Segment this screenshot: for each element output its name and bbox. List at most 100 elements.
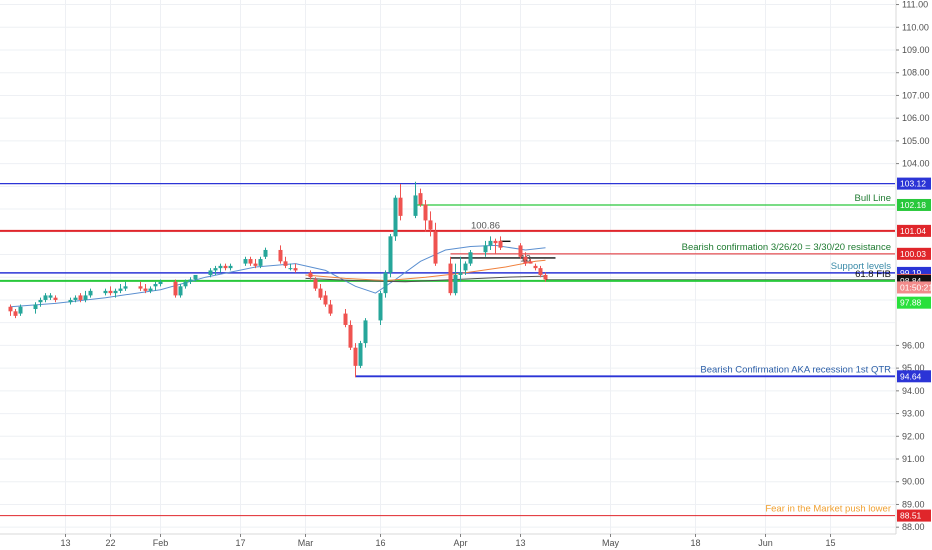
candle-body [228, 265, 233, 269]
candle-body [358, 343, 363, 366]
candle-body [453, 274, 458, 294]
price-axis-label: 109.00 [902, 45, 930, 55]
candle-body [73, 297, 78, 300]
time-axis-label: Jun [758, 538, 773, 548]
candle-body [278, 249, 283, 262]
candle-body [248, 259, 253, 264]
candle-body [83, 295, 88, 300]
candle-body [178, 286, 183, 296]
price-tag [897, 509, 931, 522]
candle-body [243, 259, 248, 264]
candle-body [108, 290, 113, 294]
time-axis-label: 18 [690, 538, 700, 548]
price-tag-label: 101.04 [900, 226, 926, 236]
candle-body [488, 240, 493, 246]
candle-body [418, 193, 423, 205]
time-axis: 13 22 Feb 17 Mar 16 Apr 13 May 18 Jun 15 [60, 534, 836, 548]
candle-body [383, 272, 388, 294]
candle-body [193, 274, 198, 280]
candle-body [8, 306, 13, 312]
candle-body [493, 240, 498, 244]
time-axis-label: Feb [153, 538, 169, 548]
candle-body [528, 261, 533, 264]
level-label: Bearish confirmation 3/26/20 = 3/30/20 r… [682, 242, 891, 253]
candle-body [413, 195, 418, 216]
candle-body [283, 261, 288, 266]
candle-body [143, 288, 148, 291]
candle-body [498, 240, 503, 248]
moving-average-line [305, 275, 546, 283]
candles [8, 181, 548, 378]
candle-body [208, 270, 213, 275]
candle-body [188, 279, 193, 282]
price-tag [897, 224, 931, 237]
candle-body [88, 290, 93, 296]
horizontal-levels [0, 183, 895, 517]
candle-body [433, 231, 438, 264]
level-label: Bearish Confirmation AKA recession 1st Q… [700, 364, 891, 375]
price-axis-label: 92.00 [902, 431, 925, 441]
price-tag-label: 01:50:21 [900, 282, 932, 292]
price-annotation: 13 [520, 253, 531, 264]
price-axis-label: 96.00 [902, 340, 925, 350]
candle-body [293, 268, 298, 271]
candle-body [38, 299, 43, 303]
price-tag-label: 103.12 [900, 179, 926, 189]
candle-body [43, 295, 48, 300]
candle-body [378, 293, 383, 321]
price-tag-label: 88.51 [900, 511, 922, 521]
level-label: Support levels [831, 261, 891, 272]
price-tag [897, 370, 931, 383]
level-label: 61.8 FIB [855, 269, 891, 280]
price-axis-label: 89.00 [902, 499, 925, 509]
price-axis-label: 88.00 [902, 522, 925, 532]
price-axis-label: 106.00 [902, 113, 930, 123]
candle-body [138, 286, 143, 289]
time-axis-label: May [602, 538, 620, 548]
price-axis-label: 91.00 [902, 454, 925, 464]
candle-body [458, 272, 463, 275]
candle-body [463, 263, 468, 271]
price-tag [897, 281, 931, 294]
candle-body [428, 220, 433, 230]
candle-body [328, 304, 333, 314]
price-axis-label: 95.00 [902, 363, 925, 373]
price-axis-label: 105.00 [902, 136, 930, 146]
candle-body [18, 306, 23, 314]
price-tag [897, 296, 931, 309]
candle-body [388, 236, 393, 273]
candle-body [468, 252, 473, 264]
candle-body [288, 268, 293, 270]
level-label: Fear in the Market push lower [765, 504, 891, 515]
candle-body [363, 320, 368, 344]
time-axis-label: 13 [515, 538, 525, 548]
candle-body [263, 249, 268, 257]
candle-body [223, 265, 228, 269]
price-tag-label: 102.18 [900, 200, 926, 210]
price-axis-label: 94.00 [902, 386, 925, 396]
candle-body [153, 284, 158, 287]
candle-body [448, 263, 453, 294]
price-tag-label: 98.84 [900, 276, 922, 286]
price-tag [897, 247, 931, 260]
candle-body [158, 281, 163, 285]
candle-body [123, 286, 128, 289]
candle-body [183, 281, 188, 287]
price-axis-label: 93.00 [902, 409, 925, 419]
time-axis-label: 13 [60, 538, 70, 548]
candle-body [68, 299, 73, 303]
price-tag [897, 177, 931, 190]
candle-body [258, 259, 263, 266]
candle-body [33, 304, 38, 310]
price-tag-label: 99.19 [900, 268, 922, 278]
time-axis-label: 17 [235, 538, 245, 548]
candle-body [518, 245, 523, 257]
candle-body [118, 288, 123, 291]
candle-body [13, 311, 18, 316]
candle-body [398, 197, 403, 216]
price-tag [897, 198, 931, 211]
candle-body [353, 347, 358, 366]
